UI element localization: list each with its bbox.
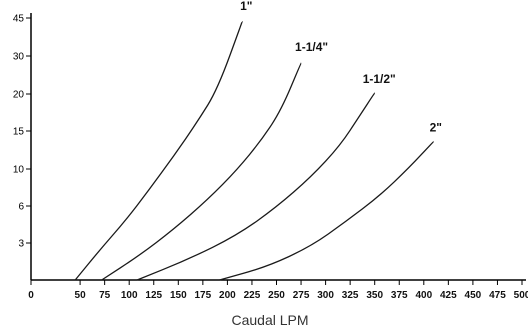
axes (30, 13, 526, 281)
x-tick-label: 350 (366, 290, 383, 301)
x-tick-label: 150 (170, 290, 187, 301)
x-tick-label: 100 (121, 290, 138, 301)
y-tick-label: 6 (18, 202, 24, 213)
y-tick-label: 3 (18, 239, 24, 250)
y-tick-label: 30 (13, 52, 25, 63)
x-tick-label: 325 (342, 290, 359, 301)
series-line (74, 21, 243, 281)
x-axis-ticks: 0 50 75 100 125 150 175 200 225 250 275 300 325 350 37… (28, 280, 528, 301)
x-tick-label: 175 (195, 290, 212, 301)
series-layer: 1" 1-1/4" 1-1/2" 2" (74, 0, 442, 281)
x-tick-label: 500 (514, 290, 528, 301)
x-tick-label: 0 (28, 290, 34, 301)
x-tick-label: 475 (489, 290, 506, 301)
y-tick-label: 10 (13, 165, 25, 176)
x-tick-label: 125 (145, 290, 162, 301)
x-tick-label: 50 (75, 290, 87, 301)
series-line (136, 92, 376, 281)
x-tick-label: 275 (293, 290, 310, 301)
x-tick-label: 300 (317, 290, 334, 301)
x-tick-label: 375 (391, 290, 408, 301)
series-label: 1-1/4" (295, 40, 328, 54)
x-axis-title: Caudal LPM (231, 312, 308, 328)
x-tick-label: 425 (440, 290, 457, 301)
x-tick-label: 400 (415, 290, 432, 301)
series-label: 1" (240, 0, 252, 13)
series-line (101, 62, 302, 281)
series-label: 1-1/2" (363, 72, 396, 86)
y-tick-label: 15 (13, 127, 25, 138)
y-tick-label: 45 (13, 14, 25, 25)
x-tick-label: 450 (465, 290, 482, 301)
y-tick-label: 20 (13, 90, 25, 101)
x-tick-label: 200 (219, 290, 236, 301)
y-axis-ticks: 3 6 10 15 20 30 45 (13, 14, 31, 250)
x-tick-label: 225 (244, 290, 261, 301)
x-tick-label: 250 (268, 290, 285, 301)
series-line (219, 140, 435, 281)
x-tick-label: 75 (99, 290, 111, 301)
series-label: 2" (430, 121, 442, 135)
